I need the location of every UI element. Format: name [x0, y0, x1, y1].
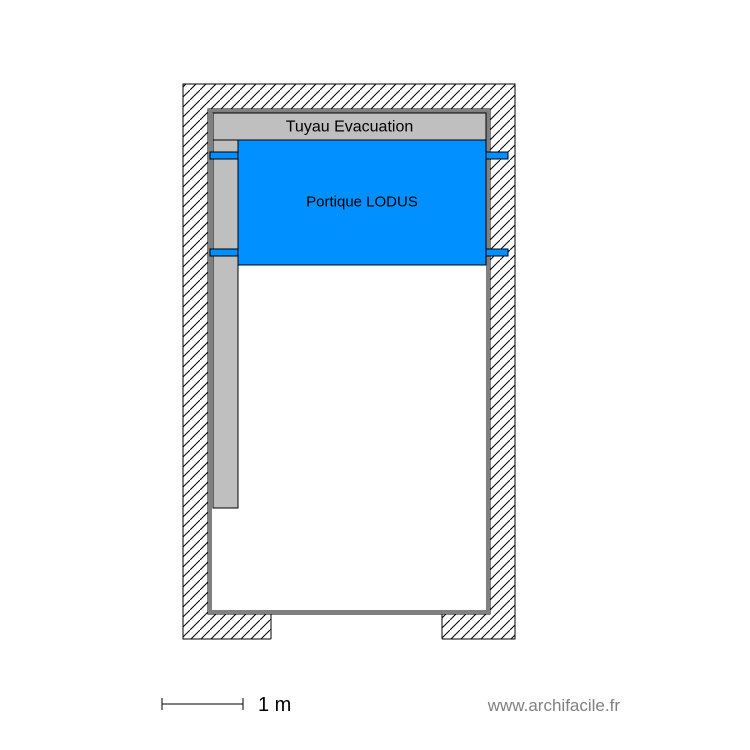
pipe-bar: Tuyau Evacuation: [213, 113, 486, 140]
pipe-label: Tuyau Evacuation: [286, 119, 413, 136]
blue-tab: [486, 152, 508, 159]
blue-tab: [210, 249, 238, 256]
blue-tab: [486, 249, 508, 256]
watermark: www.archifacile.fr: [487, 696, 621, 715]
portique-block: Portique LODUS: [238, 140, 486, 265]
scale-label: 1 m: [258, 694, 291, 716]
blue-tab: [210, 152, 238, 159]
scale-bar: 1 m: [162, 694, 291, 716]
vertical-bar: [213, 113, 238, 508]
door-opening: [271, 614, 442, 641]
portique-label: Portique LODUS: [306, 193, 418, 210]
